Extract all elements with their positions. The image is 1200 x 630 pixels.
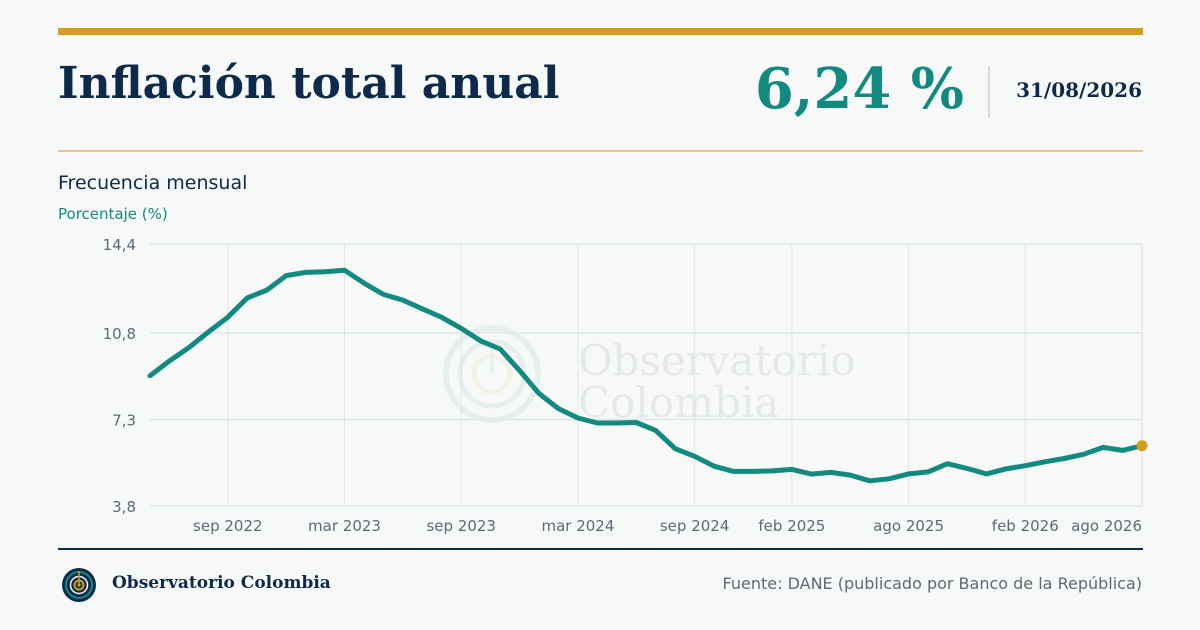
x-tick-label: sep 2022 (193, 517, 263, 535)
x-tick-label: ago 2026 (1071, 517, 1142, 535)
x-tick-label: sep 2024 (660, 517, 730, 535)
x-tick-label: sep 2023 (426, 517, 496, 535)
x-tick-label: mar 2023 (308, 517, 381, 535)
latest-value-marker (1136, 440, 1148, 452)
footer-divider (58, 548, 1143, 550)
y-tick-label: 14,4 (103, 236, 136, 254)
chart-subtitle: Frecuencia mensual (58, 172, 248, 194)
x-tick-label: mar 2024 (541, 517, 614, 535)
y-tick-label: 3,8 (112, 498, 136, 516)
x-tick-label: ago 2025 (873, 517, 944, 535)
headline-value: 6,24 % (754, 56, 964, 122)
y-axis-label: Porcentaje (%) (58, 205, 168, 223)
vertical-gridlines (227, 244, 1143, 506)
watermark-text-1: Observatorio (578, 336, 856, 385)
inflation-line-chart: Observatorio Colombia 14,4 10,8 7,3 3,8 sep… (103, 236, 1148, 535)
observatorio-logo-icon (62, 568, 96, 602)
inflation-series-line (147, 267, 1145, 484)
page-title: Inflación total anual (58, 58, 560, 109)
header-separator (58, 150, 1143, 152)
x-tick-label: feb 2026 (992, 517, 1059, 535)
horizontal-gridlines (150, 243, 1142, 507)
top-accent-bar (58, 28, 1143, 35)
x-tick-labels: sep 2022 mar 2023 sep 2023 mar 2024 sep 2024… (193, 517, 1142, 535)
organization-name: Observatorio Colombia (112, 573, 331, 593)
x-tick-label: feb 2025 (758, 517, 825, 535)
y-tick-label: 10,8 (103, 325, 136, 343)
data-source: Fuente: DANE (publicado por Banco de la … (722, 574, 1142, 593)
y-tick-labels: 14,4 10,8 7,3 3,8 (103, 236, 136, 516)
headline-date: 31/08/2026 (1016, 78, 1142, 102)
header-divider (988, 66, 990, 118)
y-tick-label: 7,3 (112, 411, 136, 429)
watermark: Observatorio Colombia (443, 325, 856, 427)
